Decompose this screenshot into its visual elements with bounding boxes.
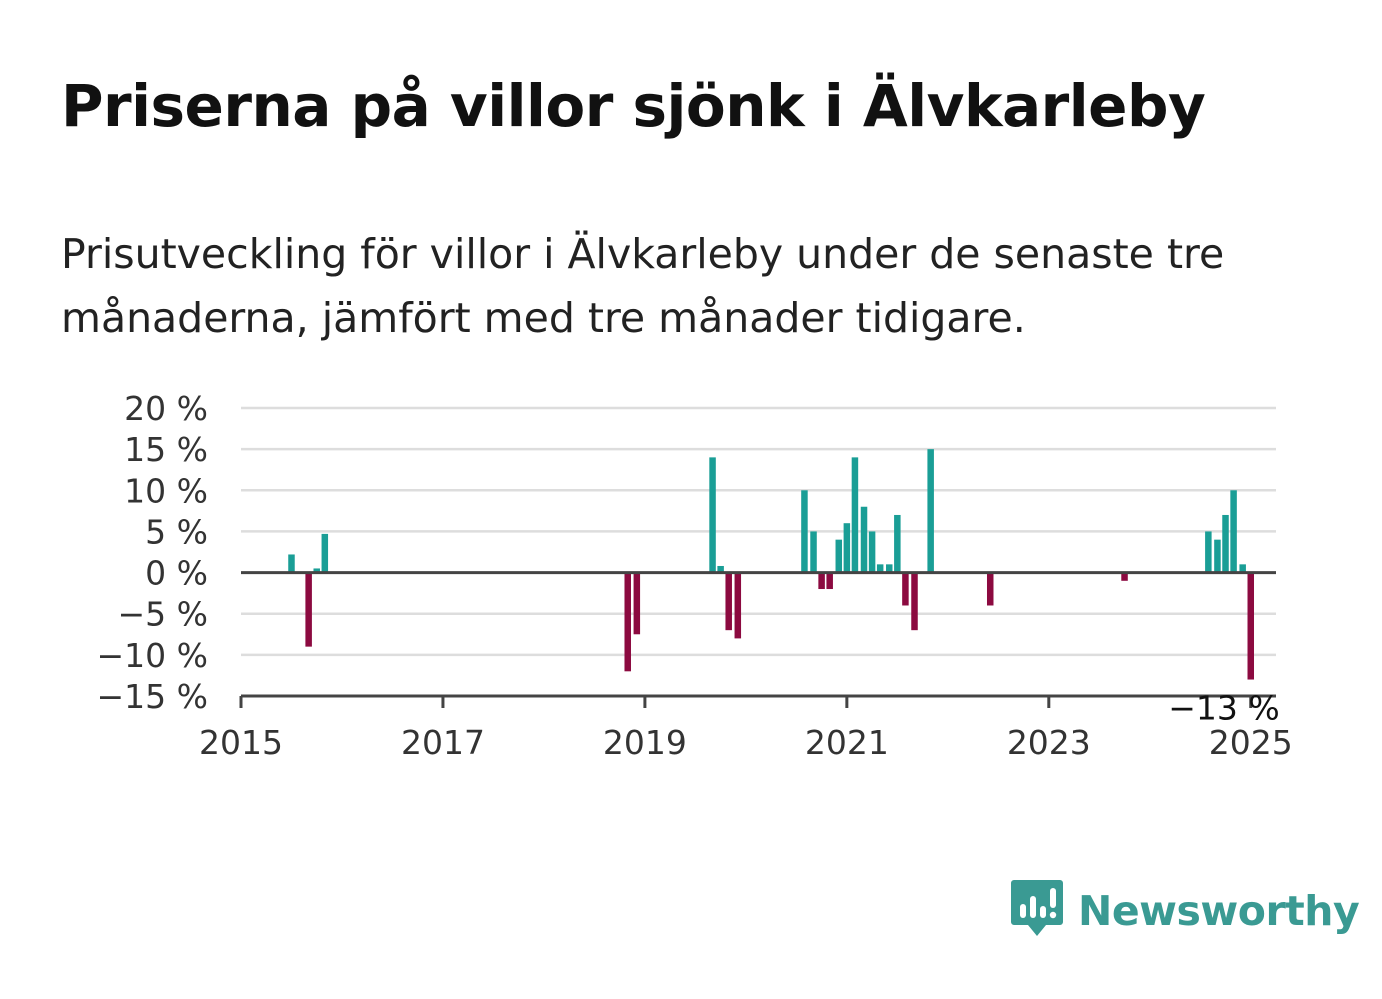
bar-positive [288, 554, 295, 573]
bar-positive [843, 523, 851, 573]
bar-positive [868, 531, 876, 573]
chart-title: Priserna på villor sjönk i Älvkarleby [61, 72, 1206, 140]
bar-negative [624, 572, 631, 672]
bar-positive [886, 564, 893, 573]
bar-negative [911, 572, 918, 631]
bar-negative [1247, 572, 1255, 680]
bar-negative [1121, 572, 1128, 581]
x-tick-label: 2025 [1209, 723, 1293, 762]
bar-negative [305, 572, 312, 647]
last-value-annotation: −13 % [1168, 689, 1280, 728]
x-tick-label: 2019 [603, 723, 687, 762]
bar-positive [313, 568, 320, 573]
bar-negative [633, 572, 641, 635]
x-tick-label: 2023 [1007, 723, 1091, 762]
y-tick-label: −5 % [118, 595, 209, 634]
bar-positive [717, 565, 724, 573]
bar-negative [826, 572, 833, 590]
bar-positive [860, 506, 868, 573]
y-tick-label: 20 % [124, 389, 208, 428]
brand-name: Newsworthy [1078, 887, 1360, 935]
bar-positive [927, 449, 934, 573]
y-tick-label: 5 % [145, 512, 208, 551]
bar-positive [1214, 539, 1221, 573]
newsworthy-logo: Newsworthy [1010, 878, 1360, 944]
bar-positive [1239, 564, 1246, 573]
bar-positive [876, 564, 884, 573]
bar-positive [709, 457, 716, 573]
newsworthy-bar-chart-logo-icon [1010, 878, 1064, 944]
bar-negative [734, 572, 742, 639]
bar-negative [725, 572, 732, 631]
bar-positive [851, 457, 859, 573]
x-tick-label: 2017 [401, 723, 485, 762]
y-tick-label: 10 % [124, 471, 208, 510]
y-tick-label: 0 % [145, 554, 208, 593]
y-tick-label: 15 % [124, 430, 208, 469]
bar-positive [835, 539, 843, 573]
axes [239, 571, 1276, 708]
bar-positive [810, 531, 817, 573]
chart-subtitle: Prisutveckling för villor i Älvkarleby u… [61, 230, 1225, 342]
bar-positive [1222, 514, 1229, 573]
bar-positive [321, 533, 329, 573]
tick-labels: 20 %15 %10 %5 %0 %−5 %−10 %−15 % 2015 2017… [97, 389, 1293, 762]
x-tick-label: 2015 [199, 723, 283, 762]
bar-negative [986, 572, 994, 606]
y-tick-label: −15 % [97, 677, 209, 716]
bars [288, 449, 1255, 680]
bar-positive [1205, 531, 1212, 573]
x-tick-label: 2021 [805, 723, 889, 762]
bar-negative [902, 572, 909, 606]
bar-positive [894, 514, 901, 573]
grid-lines [241, 406, 1276, 657]
bar-positive [1230, 490, 1237, 573]
y-tick-label: −10 % [97, 636, 209, 675]
bar-positive [801, 490, 808, 573]
bar-negative [818, 572, 825, 590]
